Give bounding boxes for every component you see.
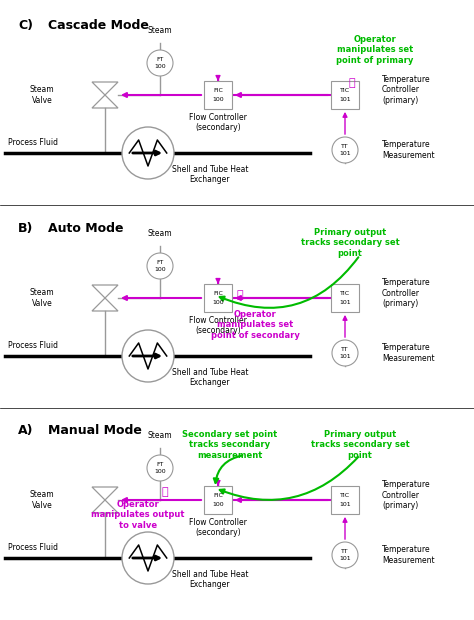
Text: Flow Controller
(secondary): Flow Controller (secondary)	[189, 316, 247, 335]
Text: C): C)	[18, 19, 33, 32]
Text: FT: FT	[156, 57, 164, 62]
Text: 100: 100	[154, 267, 166, 272]
Text: Cascade Mode: Cascade Mode	[48, 19, 149, 32]
Text: A): A)	[18, 424, 34, 437]
FancyBboxPatch shape	[331, 284, 359, 312]
Text: TIC: TIC	[340, 494, 350, 498]
Text: Steam: Steam	[148, 431, 173, 440]
Text: Process Fluid: Process Fluid	[8, 543, 58, 552]
Text: Temperature
Controller
(primary): Temperature Controller (primary)	[382, 75, 430, 105]
Text: 100: 100	[212, 299, 224, 304]
Text: FIC: FIC	[213, 494, 223, 498]
FancyBboxPatch shape	[331, 486, 359, 514]
Text: 101: 101	[339, 151, 351, 156]
Text: Temperature
Measurement: Temperature Measurement	[382, 546, 435, 565]
Text: Manual Mode: Manual Mode	[48, 424, 142, 437]
Text: Operator
manipulates set
point of secondary: Operator manipulates set point of second…	[210, 310, 300, 340]
Text: Shell and Tube Heat
Exchanger: Shell and Tube Heat Exchanger	[172, 570, 248, 590]
FancyBboxPatch shape	[204, 486, 232, 514]
FancyBboxPatch shape	[204, 81, 232, 109]
Circle shape	[122, 127, 174, 179]
Text: FIC: FIC	[213, 291, 223, 296]
Text: Temperature
Controller
(primary): Temperature Controller (primary)	[382, 278, 430, 308]
Text: Process Fluid: Process Fluid	[8, 138, 58, 147]
Text: Temperature
Measurement: Temperature Measurement	[382, 343, 435, 363]
Text: ✋: ✋	[237, 290, 243, 300]
Text: TT: TT	[341, 549, 349, 554]
Text: Operator
manipulates output
to valve: Operator manipulates output to valve	[91, 500, 185, 530]
Text: ✋: ✋	[162, 487, 168, 497]
Text: 101: 101	[339, 97, 351, 102]
Text: TIC: TIC	[340, 88, 350, 93]
Text: Secondary set point
tracks secondary
measurement: Secondary set point tracks secondary mea…	[182, 430, 278, 460]
Text: Steam
Valve: Steam Valve	[30, 490, 55, 510]
Text: Flow Controller
(secondary): Flow Controller (secondary)	[189, 518, 247, 538]
Circle shape	[332, 137, 358, 163]
Text: 100: 100	[154, 64, 166, 69]
Text: Steam: Steam	[148, 229, 173, 238]
Text: Process Fluid: Process Fluid	[8, 341, 58, 350]
Text: 101: 101	[339, 355, 351, 360]
Text: TIC: TIC	[340, 291, 350, 296]
Text: Flow Controller
(secondary): Flow Controller (secondary)	[189, 113, 247, 133]
Circle shape	[147, 253, 173, 279]
Text: 100: 100	[212, 97, 224, 102]
Text: TT: TT	[341, 144, 349, 149]
Circle shape	[122, 532, 174, 584]
Circle shape	[147, 50, 173, 76]
Circle shape	[332, 542, 358, 568]
Text: 101: 101	[339, 556, 351, 561]
Circle shape	[332, 340, 358, 366]
Text: Steam
Valve: Steam Valve	[30, 86, 55, 105]
Circle shape	[122, 330, 174, 382]
Circle shape	[147, 455, 173, 481]
Text: B): B)	[18, 222, 33, 235]
Text: Operator
manipulates set
point of primary: Operator manipulates set point of primar…	[337, 35, 414, 65]
Text: Shell and Tube Heat
Exchanger: Shell and Tube Heat Exchanger	[172, 368, 248, 388]
FancyBboxPatch shape	[204, 284, 232, 312]
Text: 101: 101	[339, 299, 351, 304]
Text: 100: 100	[154, 469, 166, 474]
Text: ✋: ✋	[349, 78, 356, 88]
Text: Steam: Steam	[148, 26, 173, 35]
Text: FT: FT	[156, 463, 164, 467]
Text: TT: TT	[341, 347, 349, 352]
FancyBboxPatch shape	[331, 81, 359, 109]
Text: Shell and Tube Heat
Exchanger: Shell and Tube Heat Exchanger	[172, 165, 248, 184]
Text: Primary output
tracks secondary set
point: Primary output tracks secondary set poin…	[301, 228, 400, 258]
Text: Temperature
Measurement: Temperature Measurement	[382, 140, 435, 160]
Text: Steam
Valve: Steam Valve	[30, 288, 55, 308]
Text: FT: FT	[156, 260, 164, 265]
Text: Auto Mode: Auto Mode	[48, 222, 124, 235]
Text: Temperature
Controller
(primary): Temperature Controller (primary)	[382, 480, 430, 510]
Text: 100: 100	[212, 502, 224, 507]
Text: Primary output
tracks secondary set
point: Primary output tracks secondary set poin…	[310, 430, 410, 460]
Text: 101: 101	[339, 502, 351, 507]
Text: FIC: FIC	[213, 88, 223, 93]
